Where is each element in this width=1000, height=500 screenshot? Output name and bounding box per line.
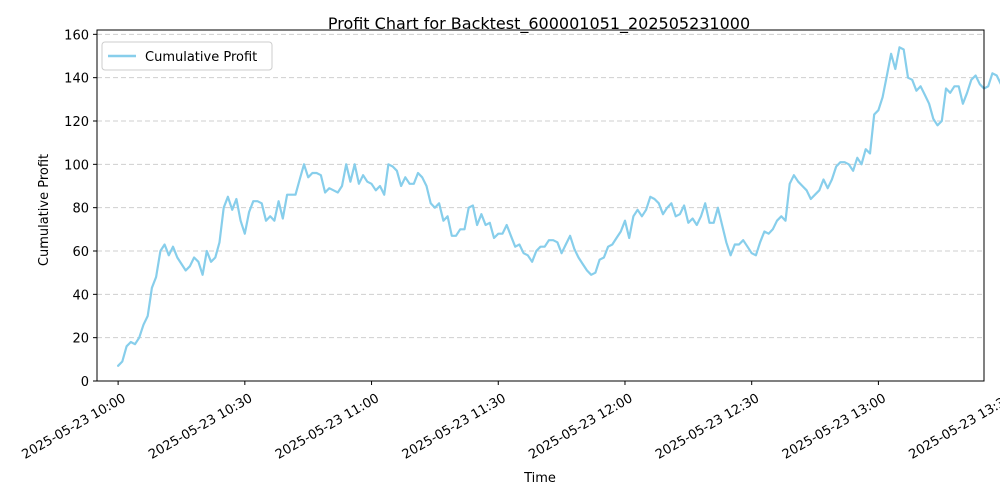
y-tick-label: 20 [72, 332, 89, 347]
y-tick-label: 80 [72, 202, 89, 217]
x-tick-label: 2025-05-23 10:30 [146, 391, 255, 463]
y-tick-label: 140 [64, 72, 89, 87]
y-axis: 0 20 40 60 80 100 120 140 160 [64, 28, 97, 390]
y-tick-label: 120 [64, 115, 89, 130]
x-tick-label: 2025-05-23 12:00 [526, 391, 635, 463]
x-tick-label: 2025-05-23 10:00 [20, 391, 129, 463]
x-tick-label: 2025-05-23 12:30 [653, 391, 762, 463]
chart-title: Profit Chart for Backtest_600001051_2025… [328, 14, 750, 34]
grid-layer [97, 33, 984, 382]
y-tick-label: 160 [64, 28, 89, 43]
line-layer [116, 46, 1000, 367]
y-axis-label: Cumulative Profit [37, 154, 52, 266]
y-tick-label: 0 [81, 375, 89, 390]
x-tick-label: 2025-05-23 13:00 [780, 391, 889, 463]
legend: Cumulative Profit [101, 41, 273, 71]
y-tick-label: 60 [72, 245, 89, 260]
x-tick-label: 2025-05-23 11:30 [400, 391, 509, 463]
plot-frame [96, 29, 985, 382]
x-axis: 2025-05-23 10:00 2025-05-23 10:30 2025-05-… [20, 381, 1000, 463]
series-line-cumulative-profit [116, 46, 1000, 367]
x-tick-label: 2025-05-23 11:00 [273, 391, 382, 463]
x-axis-label: Time [523, 471, 556, 486]
legend-label: Cumulative Profit [145, 50, 257, 65]
y-tick-label: 40 [72, 288, 89, 303]
x-tick-label: 2025-05-23 13:30 [907, 391, 1000, 463]
y-tick-label: 100 [64, 158, 89, 173]
